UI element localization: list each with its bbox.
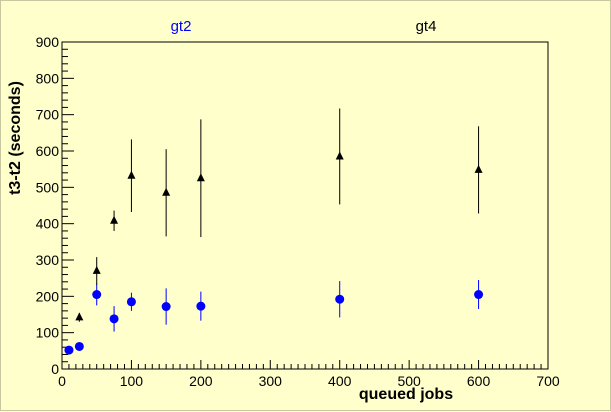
gt4-point bbox=[474, 164, 483, 173]
gt4-point bbox=[335, 151, 344, 160]
gt4-point bbox=[75, 312, 84, 321]
gt2-point bbox=[74, 341, 84, 351]
gt4-point bbox=[162, 187, 171, 196]
gt4-point bbox=[196, 173, 205, 182]
x-axis-title: queued jobs bbox=[359, 386, 453, 403]
y-tick-label: 700 bbox=[36, 107, 60, 123]
legend-label-gt2: gt2 bbox=[171, 18, 192, 35]
x-tick-label: 100 bbox=[120, 373, 144, 389]
legend-label-gt4: gt4 bbox=[416, 18, 437, 35]
y-tick-label: 400 bbox=[36, 216, 60, 232]
x-tick-label: 400 bbox=[328, 373, 352, 389]
gt4-point bbox=[110, 215, 119, 224]
gt2-point bbox=[196, 301, 206, 311]
y-tick-label: 200 bbox=[36, 288, 60, 304]
x-tick-label: 300 bbox=[259, 373, 283, 389]
gt2-point bbox=[161, 302, 171, 312]
x-tick-label: 200 bbox=[189, 373, 213, 389]
gt2-point bbox=[335, 294, 345, 304]
gt2-point bbox=[92, 290, 102, 300]
gt2-point bbox=[109, 314, 119, 324]
gt2-point bbox=[64, 345, 74, 355]
y-tick-label: 800 bbox=[36, 70, 60, 86]
gt2-point bbox=[126, 297, 136, 307]
plot-frame bbox=[61, 41, 549, 370]
gt4-point bbox=[92, 265, 101, 274]
axis-ticks: 0 100 200 300 400 500 600 700 0 100 200 300 400 500 60… bbox=[36, 34, 560, 389]
y-tick-label: 300 bbox=[36, 252, 60, 268]
y-tick-label: 900 bbox=[36, 34, 60, 50]
y-tick-label: 100 bbox=[36, 325, 60, 341]
x-tick-label: 500 bbox=[397, 373, 421, 389]
gt4-point bbox=[127, 170, 136, 179]
x-tick-label: 700 bbox=[536, 373, 560, 389]
y-tick-label: 500 bbox=[36, 179, 60, 195]
x-tick-label: 600 bbox=[467, 373, 491, 389]
y-tick-label: 0 bbox=[51, 361, 59, 377]
data-marks bbox=[64, 108, 484, 355]
x-tick-label: 0 bbox=[58, 373, 66, 389]
y-tick-label: 600 bbox=[36, 143, 60, 159]
y-axis-title: t3-t2 (seconds) bbox=[7, 81, 24, 195]
gt2-point bbox=[474, 290, 484, 300]
